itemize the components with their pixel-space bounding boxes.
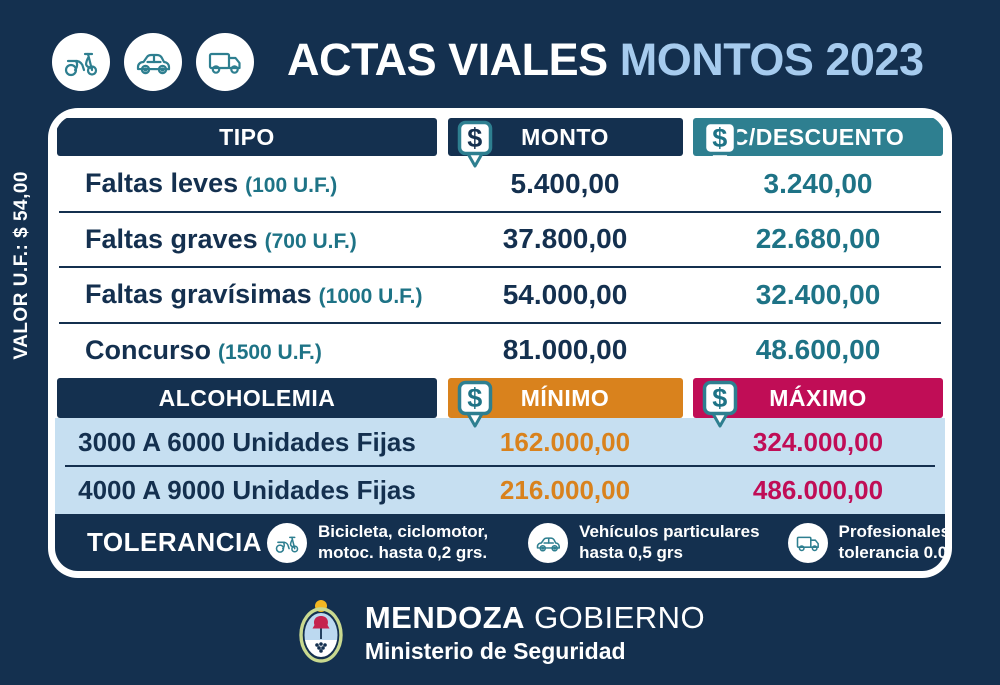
page-title: ACTAS VIALES MONTOS 2023: [287, 34, 924, 86]
truck-icon: [196, 33, 254, 91]
fine-descuento: 48.600,00: [755, 334, 881, 366]
header-alcoholemia: ALCOHOLEMIA: [57, 378, 437, 418]
svg-text:$: $: [712, 123, 728, 153]
page-title-main: ACTAS VIALES: [287, 34, 608, 85]
page-title-accent: MONTOS 2023: [619, 34, 924, 85]
tolerancia-row: TOLERANCIA Bicicleta, ciclomotor, motoc.…: [55, 514, 945, 571]
table-row: Faltas gravísimas (1000 U.F.) 54.000,00 3…: [55, 267, 945, 323]
header-maximo: $ MÁXIMO: [693, 378, 943, 428]
svg-text:$: $: [467, 123, 483, 153]
svg-text:$: $: [467, 383, 483, 413]
money-marker-icon: $: [702, 120, 738, 167]
fine-monto: 54.000,00: [502, 278, 628, 310]
fine-uf: (1000 U.F.): [318, 285, 423, 309]
scooter-icon: [52, 33, 110, 91]
alcoholemia-header-row: ALCOHOLEMIA $ MÍNIMO $ M: [55, 378, 945, 428]
money-marker-icon: $: [702, 380, 738, 428]
fines-table-body: Faltas leves (100 U.F.) 5.400,00 3.240,00…: [55, 156, 945, 378]
car-icon: [528, 522, 569, 563]
alcohol-minimo: 216.000,00: [499, 474, 631, 505]
mendoza-coat-of-arms-icon: [299, 600, 343, 663]
alcohol-range: 4000 A 9000 Unidades Fijas: [78, 474, 416, 505]
alcohol-minimo: 162.000,00: [499, 426, 631, 457]
fine-type: Concurso: [85, 334, 212, 365]
tolerancia-text: Bicicleta, ciclomotor,: [318, 522, 489, 542]
header-monto: $ MONTO: [447, 118, 683, 168]
table-row: Faltas leves (100 U.F.) 5.400,00 3.240,00: [55, 156, 945, 212]
money-marker-icon: $: [457, 120, 492, 168]
alcohol-range: 3000 A 6000 Unidades Fijas: [78, 426, 416, 457]
table-row: 3000 A 6000 Unidades Fijas 162.000,00 32…: [55, 418, 945, 467]
fine-type: Faltas leves: [85, 168, 239, 199]
tolerancia-text: motoc. hasta 0,2 grs.: [318, 542, 488, 562]
fine-monto: 37.800,00: [502, 223, 628, 255]
fine-descuento: 22.680,00: [755, 223, 881, 255]
alcohol-maximo: 486.000,00: [752, 474, 884, 505]
brand-subtitle: Ministerio de Seguridad: [364, 637, 626, 664]
fines-panel: TIPO $ MONTO $ C/DESCUEN: [48, 108, 952, 578]
brand-entity: GOBIERNO: [534, 599, 706, 635]
uf-value-note: VALOR U.F.: $ 54,00: [11, 170, 32, 360]
header-tipo: TIPO: [57, 118, 437, 156]
government-brand: MENDOZA GOBIERNO Ministerio de Seguridad: [0, 590, 1000, 674]
tolerancia-text: Profesionales: [838, 522, 945, 542]
scooter-icon: [267, 522, 307, 563]
tolerancia-item: Bicicleta, ciclomotor, motoc. hasta 0,2 …: [267, 522, 488, 563]
vehicle-icons-group: [52, 33, 254, 91]
car-icon: [124, 33, 182, 91]
tolerancia-text: Vehículos particulares: [579, 522, 760, 542]
brand-name: MENDOZA: [364, 599, 526, 635]
table-row: Concurso (1500 U.F.) 81.000,00 48.600,00: [55, 323, 945, 379]
alcohol-maximo: 324.000,00: [752, 426, 884, 457]
money-marker-icon: $: [457, 380, 492, 428]
table-header-row: TIPO $ MONTO $ C/DESCUEN: [55, 115, 945, 168]
fine-uf: (100 U.F.): [245, 174, 338, 198]
header-minimo: $ MÍNIMO: [447, 378, 683, 428]
fine-descuento: 32.400,00: [755, 278, 881, 310]
svg-text:$: $: [712, 383, 728, 413]
fine-uf: (700 U.F.): [264, 229, 357, 253]
table-row: Faltas graves (700 U.F.) 37.800,00 22.680…: [55, 212, 945, 268]
table-row: 4000 A 9000 Unidades Fijas 216.000,00 48…: [55, 466, 945, 514]
tolerancia-item: Vehículos particulares hasta 0,5 grs: [528, 522, 760, 563]
fine-monto: 5.400,00: [510, 167, 620, 199]
tolerancia-text: tolerancia 0.0: [838, 542, 945, 562]
fine-uf: (1500 U.F.): [218, 340, 322, 364]
fine-monto: 81.000,00: [502, 334, 628, 366]
tolerancia-label: TOLERANCIA: [87, 527, 262, 557]
fine-type: Faltas gravísimas: [85, 279, 312, 310]
header-descuento: $ C/DESCUENTO: [693, 118, 943, 167]
alcoholemia-table-body: 3000 A 6000 Unidades Fijas 162.000,00 32…: [55, 418, 945, 514]
truck-icon: [787, 522, 828, 563]
fine-descuento: 3.240,00: [763, 167, 873, 199]
tolerancia-item: Profesionales tolerancia 0.0: [787, 522, 945, 563]
tolerancia-text: hasta 0,5 grs: [579, 542, 684, 562]
fine-type: Faltas graves: [85, 223, 258, 254]
